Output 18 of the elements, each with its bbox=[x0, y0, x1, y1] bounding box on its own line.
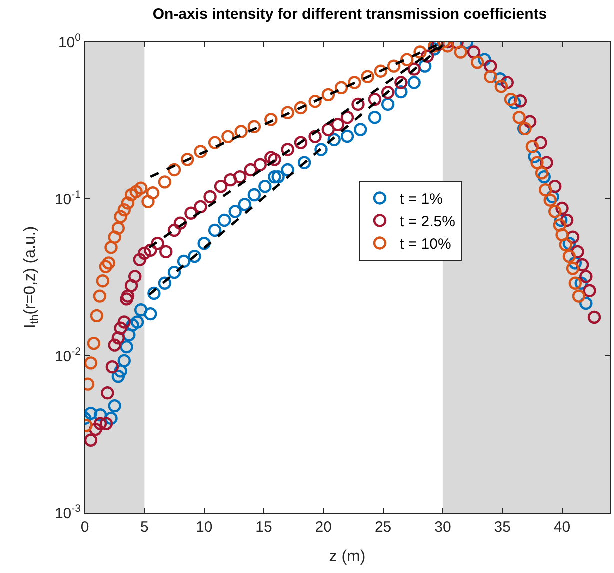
chart-title: On-axis intensity for different transmission coefficients bbox=[152, 6, 548, 24]
y-tick-label: 10$^{-1}$ bbox=[54, 188, 82, 208]
y-tick-label: 10$^{0}$ bbox=[58, 32, 82, 52]
x-tick-label: 25 bbox=[374, 519, 392, 536]
x-tick-label: 20 bbox=[315, 519, 332, 536]
x-tick-label: 5 bbox=[140, 519, 149, 536]
x-tick-label: 10 bbox=[196, 519, 213, 536]
x-tick-label: 35 bbox=[494, 519, 511, 536]
x-axis-title: z (m) bbox=[329, 548, 366, 566]
x-tick-label: 0 bbox=[80, 519, 90, 536]
x-tick-label: 30 bbox=[434, 519, 452, 536]
x-tick-label: 40 bbox=[554, 519, 571, 536]
y-tick-label: 10$^{-3}$ bbox=[54, 502, 82, 522]
legend-label: t = 2.5% bbox=[400, 214, 456, 231]
legend-label: t = 1% bbox=[400, 191, 443, 208]
y-tick-label: 10$^{-2}$ bbox=[54, 346, 82, 366]
legend-label: t = 10% bbox=[400, 236, 452, 254]
x-tick-label: 15 bbox=[256, 519, 272, 536]
